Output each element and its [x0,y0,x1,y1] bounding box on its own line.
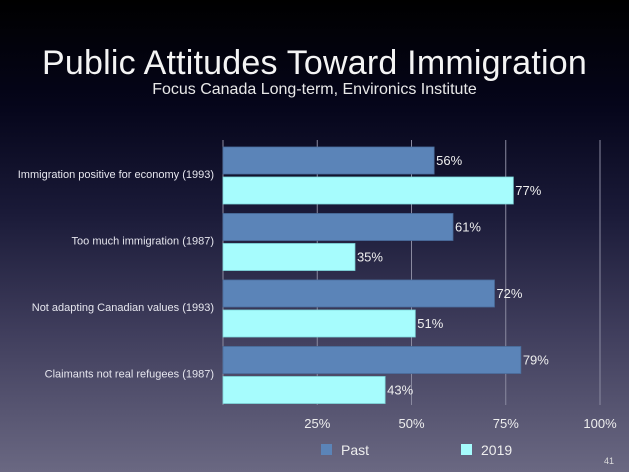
data-label: 77% [515,183,541,198]
chart-subtitle: Focus Canada Long-term, Environics Insti… [152,81,477,98]
bar-2019-3 [222,376,386,404]
data-label: 51% [417,316,443,331]
legend-label: Past [341,442,369,458]
bar-past-1 [222,213,454,241]
data-label: 79% [523,353,549,368]
category-label: Immigration positive for economy (1993) [18,169,214,181]
bars: 56% 77% 61% 35% 72% 51% 79% 43% [222,146,549,404]
x-tick-label: 25% [304,416,330,431]
category-label: Claimants not real refugees (1987) [45,369,214,381]
x-tick-label: 100% [583,416,617,431]
bar-past-0 [222,146,435,175]
legend-swatch-2019 [461,444,472,455]
bar-past-2 [222,279,495,308]
x-tick-label: 75% [493,416,519,431]
page-number: 41 [603,456,614,466]
bar-2019-1 [222,243,356,271]
data-label: 61% [455,220,481,235]
chart-title: Public Attitudes Toward Immigration [42,44,587,82]
data-label: 72% [496,286,522,301]
category-label: Too much immigration (1987) [72,236,214,248]
legend-swatch-past [321,444,332,455]
bar-2019-2 [222,309,416,338]
x-tick-label: 50% [398,416,424,431]
legend-label: 2019 [481,442,512,458]
category-labels: Immigration positive for economy (1993) T… [18,169,214,381]
data-label: 56% [436,153,462,168]
bar-past-3 [222,346,522,374]
legend: Past 2019 [321,442,512,458]
category-label: Not adapting Canadian values (1993) [32,302,214,314]
bar-2019-0 [222,176,514,205]
data-label: 43% [387,383,413,398]
x-axis-ticks: 25% 50% 75% 100% [304,416,617,431]
data-label: 35% [357,250,383,265]
